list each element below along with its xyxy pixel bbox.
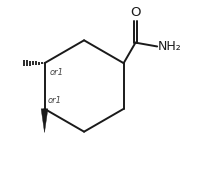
Text: or1: or1 — [49, 68, 63, 77]
Text: or1: or1 — [47, 96, 62, 105]
Text: O: O — [130, 6, 141, 19]
Text: NH₂: NH₂ — [158, 40, 182, 53]
Polygon shape — [41, 109, 48, 133]
